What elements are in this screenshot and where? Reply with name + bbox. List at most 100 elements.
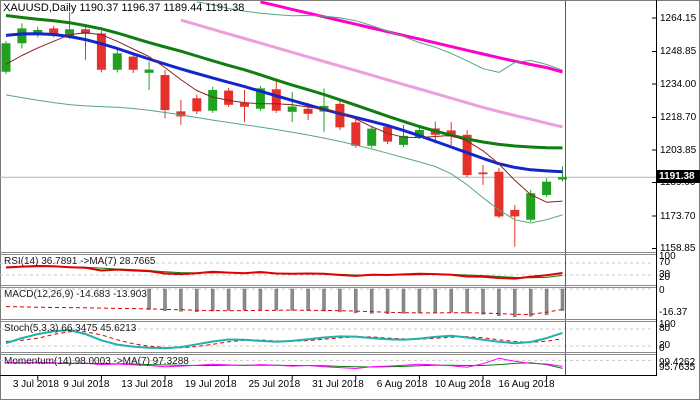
candle-body-down bbox=[303, 108, 313, 114]
macd-axis-label: 0 bbox=[659, 285, 665, 296]
ma-slow-green bbox=[5, 14, 563, 150]
momentum-axis-label: 99.4262 bbox=[659, 356, 696, 368]
macd-histogram-bar bbox=[322, 288, 326, 312]
stoch-axis-label: 0 bbox=[659, 343, 665, 354]
macd-histogram-bar bbox=[226, 288, 231, 311]
macd-histogram-bar bbox=[465, 288, 469, 314]
macd-histogram-bar bbox=[513, 288, 517, 318]
candle-body-down bbox=[351, 122, 361, 146]
date-axis-label: 3 Jul 2018 bbox=[12, 379, 59, 390]
stoch-main-line bbox=[5, 329, 563, 350]
macd-histogram-bar bbox=[306, 288, 310, 311]
candle-body-up bbox=[399, 135, 408, 145]
candle-body-down bbox=[383, 126, 393, 142]
candle-body-up bbox=[526, 193, 536, 220]
macd-histogram-bar bbox=[179, 288, 183, 312]
price-axis-label: 1158.85 bbox=[660, 243, 696, 255]
momentum-axis-label: 95.7635 bbox=[659, 362, 696, 373]
ma-mid-blue bbox=[5, 32, 563, 174]
date-axis-label: 16 Aug 2018 bbox=[498, 379, 555, 390]
candle-body-down bbox=[49, 28, 59, 35]
macd-histogram-bar bbox=[433, 288, 438, 313]
ma-magenta bbox=[260, 0, 563, 74]
stoch-axis-label: 100 bbox=[659, 319, 676, 330]
date-axis-label: 31 Jul 2018 bbox=[312, 379, 364, 390]
date-axis-label: 9 Jul 2018 bbox=[63, 379, 110, 390]
stoch-indicator-label: Stoch(5,3,3) 66.3475 45.6213 bbox=[4, 323, 137, 334]
candle-body-down bbox=[81, 29, 90, 34]
candle-body-up bbox=[208, 89, 218, 111]
candle-body-down bbox=[240, 102, 249, 107]
macd-histogram-bar bbox=[449, 288, 453, 313]
candle-body-down bbox=[271, 89, 281, 111]
candle-body-down bbox=[192, 98, 202, 112]
macd-histogram-bar bbox=[528, 288, 533, 317]
candle-body-down bbox=[96, 33, 106, 70]
price-axis-label: 1173.70 bbox=[660, 210, 696, 222]
price-axis-label: 1264.15 bbox=[660, 12, 697, 24]
macd-histogram-bar bbox=[163, 288, 167, 311]
macd-histogram-bar bbox=[290, 288, 294, 311]
rsi-axis-label: 100 bbox=[659, 251, 676, 262]
candle-body-up bbox=[287, 106, 297, 112]
macd-histogram-bar bbox=[481, 288, 485, 315]
candle-body-down bbox=[176, 111, 186, 117]
rsi-axis-label: 30 bbox=[659, 268, 671, 280]
macd-histogram-bar bbox=[560, 288, 565, 311]
macd-indicator-label: MACD(12,26,9) -14.683 -13.903 bbox=[4, 289, 147, 300]
date-axis-label: 6 Aug 2018 bbox=[376, 379, 428, 390]
candle-body-down bbox=[160, 75, 170, 111]
date-axis-label: 13 Jul 2018 bbox=[121, 379, 173, 390]
macd-histogram-bar bbox=[497, 288, 501, 317]
candle-body-down bbox=[494, 171, 504, 217]
candle-body-up bbox=[144, 69, 154, 73]
date-axis-label: 25 Jul 2018 bbox=[248, 379, 301, 390]
stoch-axis-label: 20 bbox=[659, 339, 671, 351]
macd-histogram-bar bbox=[385, 288, 390, 314]
candle-body-down bbox=[128, 56, 138, 70]
candle-body-down bbox=[446, 130, 456, 137]
price-axis-label: 1248.85 bbox=[660, 45, 697, 57]
candle-body-up bbox=[255, 88, 265, 109]
price-axis-label: 1234.00 bbox=[660, 78, 697, 90]
macd-histogram-bar bbox=[417, 288, 422, 314]
candle-body-up bbox=[17, 28, 27, 44]
candle-body-up bbox=[414, 129, 424, 138]
price-axis-label: 1218.70 bbox=[660, 111, 697, 123]
candle-body-down bbox=[224, 90, 234, 105]
candle-body-up bbox=[558, 177, 567, 180]
candle-body-up bbox=[112, 53, 122, 70]
ma-fast-maroon bbox=[5, 32, 563, 203]
macd-histogram-bar bbox=[147, 288, 151, 310]
macd-histogram-bar bbox=[369, 288, 374, 314]
candle-body-up bbox=[65, 29, 75, 37]
envelope-upper bbox=[196, 1, 563, 73]
macd-histogram-bar bbox=[210, 288, 215, 312]
momentum-indicator-label: Momentum(14) 98.0003 ->MA(7) 97.3288 bbox=[4, 356, 189, 367]
candle-body-up bbox=[542, 181, 552, 195]
macd-histogram-bar bbox=[195, 288, 199, 312]
macd-signal-line bbox=[5, 306, 563, 315]
chart-title: XAUUSD,Daily 1190.37 1196.37 1189.44 119… bbox=[3, 2, 245, 14]
macd-histogram-bar bbox=[274, 288, 279, 311]
candle-body-up bbox=[1, 43, 11, 72]
price-axis-label: 1203.85 bbox=[660, 144, 697, 156]
current-price-box: 1191.38 bbox=[656, 170, 700, 183]
candle-body-down bbox=[478, 172, 488, 175]
rsi-line bbox=[5, 265, 563, 280]
macd-histogram-bar bbox=[544, 288, 549, 316]
rsi-axis-label: 20 bbox=[659, 272, 671, 283]
macd-histogram-bar bbox=[354, 288, 358, 314]
ma-plum bbox=[180, 18, 563, 129]
stoch-axis-label: 80 bbox=[659, 323, 671, 334]
rsi-axis-label: 70 bbox=[659, 257, 671, 268]
candle-body-down bbox=[335, 103, 345, 128]
rsi-indicator-label: RSI(14) 36.7891 ->MA(7) 28.7665 bbox=[4, 256, 156, 267]
macd-histogram-bar bbox=[258, 288, 263, 311]
date-axis-label: 19 Jul 2018 bbox=[184, 379, 237, 390]
envelope-lower bbox=[5, 94, 563, 224]
candle-body-down bbox=[510, 209, 520, 217]
momentum-line bbox=[5, 357, 563, 369]
macd-axis-label: -16.37 bbox=[659, 307, 688, 318]
